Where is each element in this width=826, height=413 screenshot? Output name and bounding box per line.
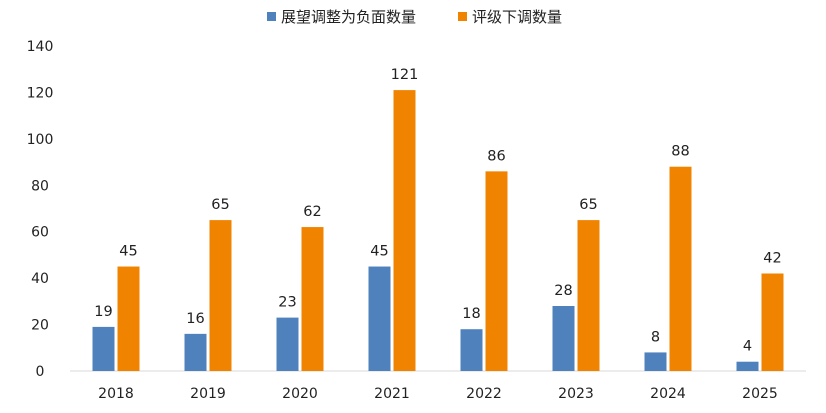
bar-outlook-negative-2021 — [368, 266, 391, 371]
bar-rating-downgrade-2021 — [393, 90, 416, 371]
bar-outlook-negative-2022 — [460, 329, 483, 371]
bar-outlook-negative-2025 — [736, 361, 759, 371]
legend-swatch-outlook-negative — [267, 12, 276, 21]
data-label: 65 — [579, 197, 597, 213]
data-label: 28 — [554, 283, 572, 299]
legend-label-outlook-negative: 展望调整为负面数量 — [281, 8, 416, 26]
y-tick-label: 0 — [36, 364, 45, 380]
bar-outlook-negative-2018 — [92, 326, 115, 371]
data-label: 18 — [462, 306, 480, 322]
y-tick-label: 20 — [31, 318, 49, 334]
y-tick-label: 120 — [27, 85, 54, 101]
data-label: 62 — [303, 204, 321, 220]
data-label: 88 — [671, 144, 689, 160]
y-tick-label: 100 — [27, 132, 54, 148]
x-tick-label: 2019 — [190, 386, 226, 402]
bar-rating-downgrade-2018 — [117, 266, 140, 371]
bar-outlook-negative-2024 — [644, 352, 667, 371]
bars — [92, 90, 784, 371]
y-axis: 0 20 40 60 80 100 120 140 — [27, 39, 54, 380]
data-label: 4 — [743, 339, 752, 355]
x-tick-label: 2021 — [374, 386, 410, 402]
legend-swatch-rating-downgrade — [458, 12, 467, 21]
data-label: 8 — [651, 329, 660, 345]
data-label: 86 — [487, 148, 505, 164]
x-tick-label: 2024 — [650, 386, 686, 402]
bar-outlook-negative-2019 — [184, 333, 207, 371]
data-label: 23 — [278, 295, 296, 311]
bar-rating-downgrade-2023 — [577, 220, 600, 371]
legend: 展望调整为负面数量 评级下调数量 — [267, 8, 562, 26]
data-label: 19 — [94, 304, 112, 320]
x-axis: 2018 2019 2020 2021 2022 2023 2024 2025 — [98, 386, 778, 402]
x-tick-label: 2018 — [98, 386, 134, 402]
y-tick-label: 80 — [31, 178, 49, 194]
data-label: 45 — [370, 244, 388, 260]
bar-rating-downgrade-2019 — [209, 220, 232, 371]
data-label: 65 — [211, 197, 229, 213]
x-tick-label: 2020 — [282, 386, 318, 402]
data-label: 42 — [763, 251, 781, 267]
bar-rating-downgrade-2024 — [669, 166, 692, 371]
x-tick-label: 2022 — [466, 386, 502, 402]
bar-outlook-negative-2020 — [276, 317, 299, 371]
x-tick-label: 2023 — [558, 386, 594, 402]
y-tick-label: 140 — [27, 39, 54, 55]
bar-rating-downgrade-2020 — [301, 227, 324, 371]
y-tick-label: 60 — [31, 225, 49, 241]
data-label: 16 — [186, 311, 204, 327]
data-label: 45 — [119, 244, 137, 260]
legend-label-rating-downgrade: 评级下调数量 — [472, 8, 562, 26]
data-label: 121 — [391, 67, 419, 83]
y-tick-label: 40 — [31, 271, 49, 287]
bar-rating-downgrade-2022 — [485, 171, 508, 371]
bar-outlook-negative-2023 — [552, 306, 575, 371]
bar-rating-downgrade-2025 — [761, 273, 784, 371]
x-tick-label: 2025 — [742, 386, 778, 402]
